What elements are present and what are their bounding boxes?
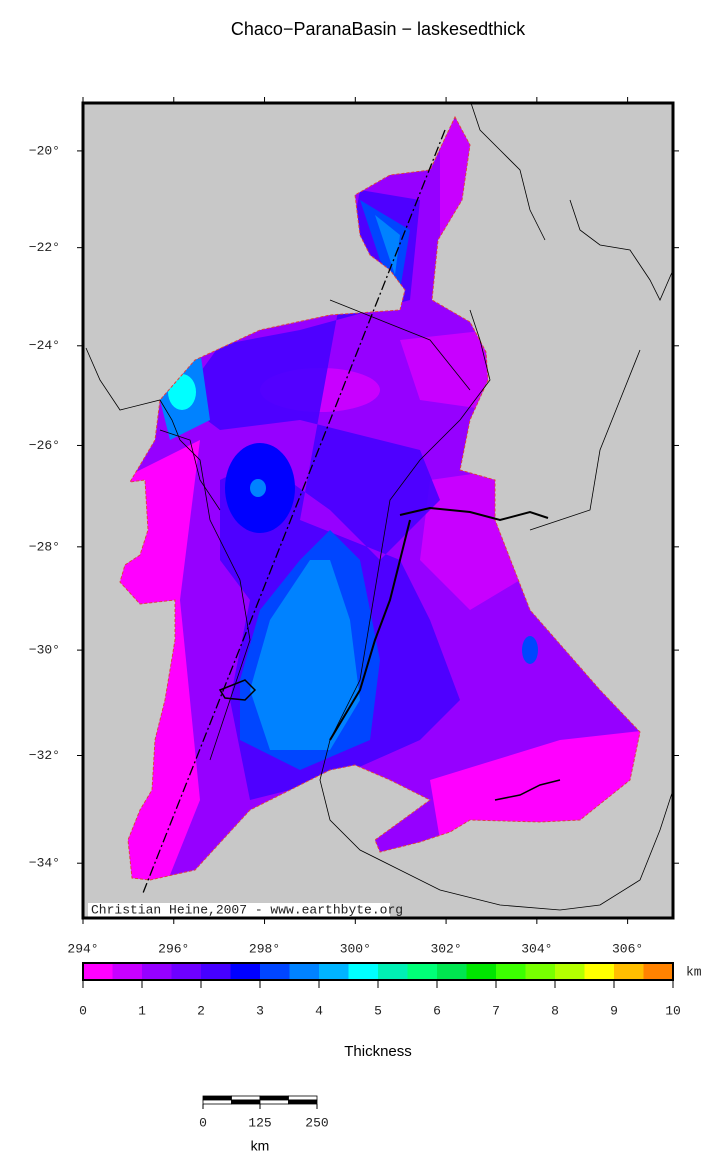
colorbar-segment <box>112 963 143 980</box>
title: Chaco−ParanaBasin − laskesedthick <box>231 19 526 39</box>
x-tick-label: 304° <box>521 941 552 956</box>
scale-segment <box>202 1095 232 1101</box>
colorbar-segment <box>289 963 320 980</box>
y-tick-label: −28° <box>29 539 60 554</box>
colorbar-tick-label: 1 <box>138 1003 146 1018</box>
colorbar-segment <box>643 963 674 980</box>
colorbar-segment <box>584 963 615 980</box>
scale-segment <box>231 1095 261 1101</box>
x-tick-label: 302° <box>430 941 461 956</box>
y-tick-label: −22° <box>29 240 60 255</box>
colorbar-segment <box>230 963 261 980</box>
y-tick-label: −30° <box>29 643 60 658</box>
colorbar-tick-label: 7 <box>492 1003 500 1018</box>
colorbar-segment <box>407 963 438 980</box>
colorbar-segment <box>83 963 113 980</box>
colorbar-tick-label: 2 <box>197 1003 205 1018</box>
scale-segment <box>259 1099 289 1105</box>
colorbar-label: Thickness <box>344 1043 412 1060</box>
scale-unit: km <box>251 1138 270 1154</box>
colorbar-segment <box>525 963 556 980</box>
colorbar-segment <box>555 963 585 980</box>
x-tick-label: 306° <box>612 941 643 956</box>
colorbar-segment <box>496 963 526 980</box>
colorbar-tick-label: 9 <box>610 1003 618 1018</box>
colorbar-segment <box>614 963 644 980</box>
borders <box>85 103 673 911</box>
credit: Christian Heine,2007 - www.earthbyte.org <box>91 902 403 917</box>
section-line <box>142 129 446 894</box>
colorbar-segment <box>319 963 349 980</box>
x-tick-label: 296° <box>158 941 189 956</box>
colorbar-tick-label: 4 <box>315 1003 323 1018</box>
colorbar-segment <box>466 963 497 980</box>
colorbar-tick-label: 3 <box>256 1003 264 1018</box>
credit-box <box>88 903 390 917</box>
y-tick-label: −20° <box>29 143 60 158</box>
y-tick-label: −24° <box>29 338 60 353</box>
colorbar-segment <box>201 963 231 980</box>
scale-segment <box>288 1099 318 1105</box>
scale-segment <box>288 1095 318 1101</box>
scale-segment <box>259 1095 289 1101</box>
colorbar-unit: km <box>686 964 702 979</box>
scale-tick-label: 0 <box>199 1115 207 1130</box>
scale-tick-label: 125 <box>248 1115 271 1130</box>
map-frame <box>81 101 675 920</box>
colorbar-tick-label: 5 <box>374 1003 382 1018</box>
colorbar-segment <box>171 963 202 980</box>
x-tick-label: 300° <box>340 941 371 956</box>
y-tick-label: −26° <box>29 438 60 453</box>
colorbar-tick-label: 8 <box>551 1003 559 1018</box>
y-tick-label: −34° <box>29 856 60 871</box>
colorbar-segment <box>437 963 467 980</box>
scale-segment <box>231 1099 261 1105</box>
scale-segment <box>202 1099 232 1105</box>
x-tick-label: 294° <box>67 941 98 956</box>
colorbar-segment <box>348 963 379 980</box>
y-tick-label: −32° <box>29 748 60 763</box>
map: Christian Heine,2007 - www.earthbyte.org <box>81 101 675 920</box>
scale-tick-label: 250 <box>305 1115 328 1130</box>
colorbar-segment <box>142 963 172 980</box>
colorbar-segment <box>260 963 290 980</box>
x-tick-label: 298° <box>249 941 280 956</box>
colorbar-tick-label: 10 <box>665 1003 681 1018</box>
colorbar-segment <box>378 963 408 980</box>
colorbar-tick-label: 0 <box>79 1003 87 1018</box>
colorbar-tick-label: 6 <box>433 1003 441 1018</box>
